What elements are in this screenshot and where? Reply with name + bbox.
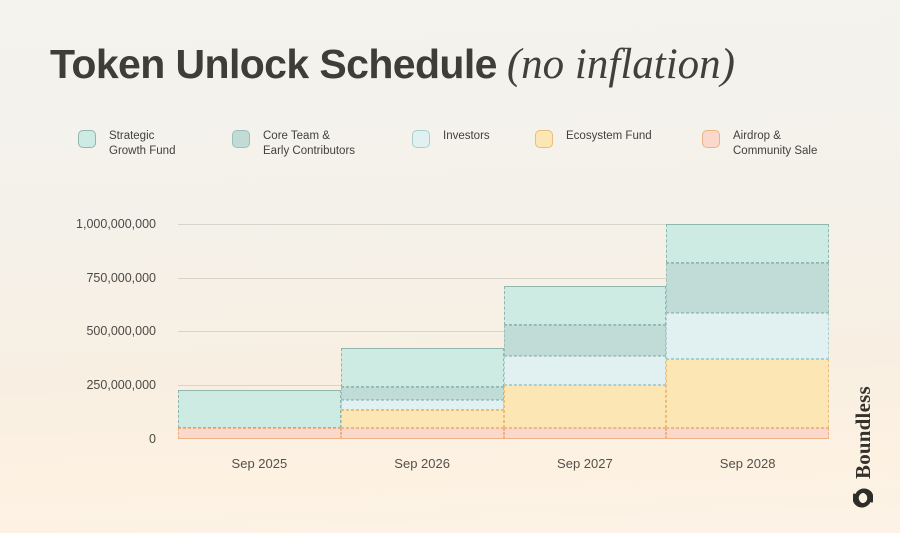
chart-band-core-team-early-contributors — [666, 262, 829, 314]
chart-band-investors — [503, 356, 667, 386]
legend-item-investors: Investors — [412, 129, 490, 148]
gridline — [178, 224, 829, 225]
x-tick-label: Sep 2028 — [719, 456, 776, 471]
brand-mark: Boundless — [847, 358, 879, 508]
chart-band-airdrop-community-sale — [178, 427, 341, 439]
chart-band-strategic-growth-fund — [178, 390, 341, 428]
chart-band-airdrop-community-sale — [503, 427, 667, 439]
chart-band-core-team-early-contributors — [503, 324, 667, 357]
y-tick-label: 250,000,000 — [86, 377, 156, 392]
page-title-main: Token Unlock Schedule — [50, 41, 497, 87]
legend-item-airdrop-community-sale: Airdrop & Community Sale — [702, 129, 817, 159]
chart-band-ecosystem-fund — [340, 409, 504, 428]
legend-label: Core Team & Early Contributors — [263, 130, 356, 157]
chart-band-investors — [340, 399, 504, 410]
x-tick-label: Sep 2027 — [557, 456, 613, 471]
legend-swatch-icon — [535, 129, 553, 148]
chart-band-strategic-growth-fund — [666, 224, 829, 263]
legend-label: Ecosystem Fund — [566, 130, 652, 142]
gridline — [178, 277, 829, 279]
chart-band-airdrop-community-sale — [340, 427, 504, 439]
page-title: Token Unlock Schedule (no inflation) — [50, 40, 735, 89]
legend-swatch-icon — [702, 129, 720, 148]
x-tick-label: Sep 2025 — [231, 456, 288, 471]
plot-area — [178, 224, 829, 439]
legend-item-strategic-growth-fund: Strategic Growth Fund — [78, 129, 175, 159]
legend-item-core-team-early-contributors: Core Team & Early Contributors — [232, 129, 355, 159]
y-tick-label: 750,000,000 — [86, 270, 156, 285]
legend-swatch-icon — [412, 129, 430, 148]
chart-band-strategic-growth-fund — [340, 348, 504, 388]
chart-band-strategic-growth-fund — [503, 286, 667, 325]
y-tick-label: 0 — [149, 431, 156, 446]
legend-item-ecosystem-fund: Ecosystem Fund — [535, 129, 652, 148]
chart-band-core-team-early-contributors — [340, 387, 504, 400]
legend-swatch-icon — [232, 129, 250, 148]
chart-band-ecosystem-fund — [503, 385, 667, 428]
chart-band-airdrop-community-sale — [666, 427, 829, 439]
chart-band-investors — [666, 313, 829, 360]
legend-label: Strategic Growth Fund — [109, 130, 176, 157]
legend-label: Airdrop & Community Sale — [733, 130, 818, 157]
brand-name: Boundless — [850, 386, 875, 479]
chart-band-ecosystem-fund — [666, 359, 829, 428]
x-tick-label: Sep 2026 — [394, 456, 450, 471]
boundless-logo-icon — [853, 488, 873, 508]
legend-swatch-icon — [78, 129, 96, 148]
legend-label: Investors — [443, 130, 490, 142]
y-tick-label: 1,000,000,000 — [76, 217, 156, 231]
y-tick-label: 500,000,000 — [86, 324, 156, 339]
page-title-suffix: (no inflation) — [506, 41, 735, 88]
